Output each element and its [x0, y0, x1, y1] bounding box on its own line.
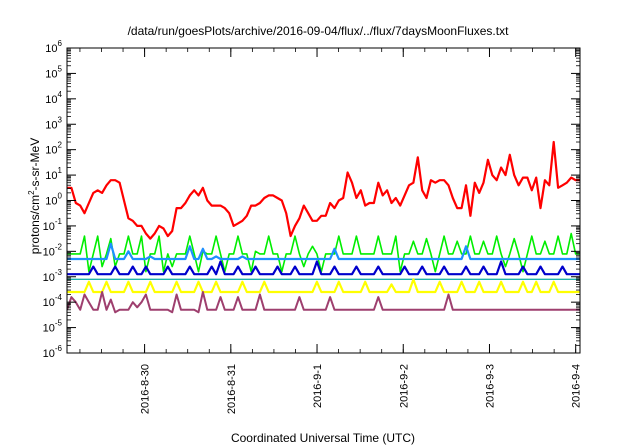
y-tick-label: 10-3: [43, 268, 63, 284]
y-tick-base: 10: [45, 119, 57, 131]
series-line-4: [67, 260, 580, 276]
y-tick-base: 10: [43, 297, 55, 309]
y-axis-label-suffix: -s-sr-MeV: [28, 138, 42, 191]
y-tick-label: 10-1: [43, 217, 63, 233]
y-tick-label: 100: [45, 192, 62, 208]
y-tick-base: 10: [45, 68, 57, 80]
y-axis-label: protons/cm2-s-sr-MeV: [27, 138, 42, 254]
y-tick-label: 10-2: [43, 242, 63, 258]
x-tick-label: 2016-9-1: [312, 364, 324, 408]
y-tick-base: 10: [45, 170, 57, 182]
y-tick-exponent: 3: [58, 115, 63, 124]
y-tick-base: 10: [45, 94, 57, 106]
x-tick-label: 2016-9-3: [484, 364, 496, 408]
y-tick-base: 10: [43, 246, 55, 258]
y-tick-exponent: 0: [58, 192, 63, 201]
y-tick-label: 10-4: [43, 293, 63, 309]
series-line-1: [67, 140, 580, 240]
x-tick-label: 2016-9-2: [398, 364, 410, 408]
y-tick-label: 103: [45, 115, 62, 131]
x-tick-label: 2016-9-4: [571, 364, 583, 408]
y-tick-exponent: 6: [58, 39, 63, 48]
series-line-7: [67, 291, 580, 314]
y-tick-exponent: 1: [58, 166, 63, 175]
y-tick-base: 10: [45, 145, 57, 157]
series-line-6: [67, 278, 580, 294]
y-tick-label: 10-6: [43, 344, 63, 360]
plot-frame: [66, 47, 581, 354]
y-tick-base: 10: [43, 348, 55, 360]
series-line-3: [67, 242, 580, 261]
y-tick-label: 101: [45, 166, 62, 182]
y-tick-label: 10-5: [43, 319, 63, 335]
y-tick-base: 10: [43, 221, 55, 233]
x-axis-label: Coordinated Universal Time (UTC): [231, 431, 415, 445]
y-tick-exponent: -5: [55, 319, 63, 328]
y-tick-base: 10: [43, 272, 55, 284]
y-tick-base: 10: [45, 43, 57, 55]
y-tick-label: 106: [45, 39, 62, 55]
y-axis-label-superscript: 2: [27, 190, 36, 195]
y-tick-label: 105: [45, 64, 62, 80]
y-axis-label-prefix: protons/cm: [28, 195, 42, 254]
y-tick-exponent: -1: [55, 217, 63, 226]
y-tick-base: 10: [43, 323, 55, 335]
x-tick-label: 2016-8-30: [140, 364, 152, 414]
y-tick-base: 10: [45, 196, 57, 208]
y-tick-exponent: -3: [55, 268, 63, 277]
y-tick-exponent: 5: [58, 64, 63, 73]
y-tick-exponent: -2: [55, 242, 63, 251]
y-tick-label: 104: [45, 90, 62, 106]
axes-layer: 10-610-510-410-310-210-11001011021031041…: [43, 39, 583, 414]
y-tick-exponent: 4: [58, 90, 63, 99]
chart-title: /data/run/goesPlots/archive/2016-09-04/f…: [128, 24, 510, 38]
y-tick-label: 102: [45, 141, 62, 157]
x-tick-label: 2016-8-31: [226, 364, 238, 414]
series-layer: [67, 140, 580, 314]
y-tick-exponent: -4: [55, 293, 63, 302]
y-tick-exponent: 2: [58, 141, 63, 150]
y-tick-exponent: -6: [55, 344, 63, 353]
series-line-2: [67, 232, 580, 273]
